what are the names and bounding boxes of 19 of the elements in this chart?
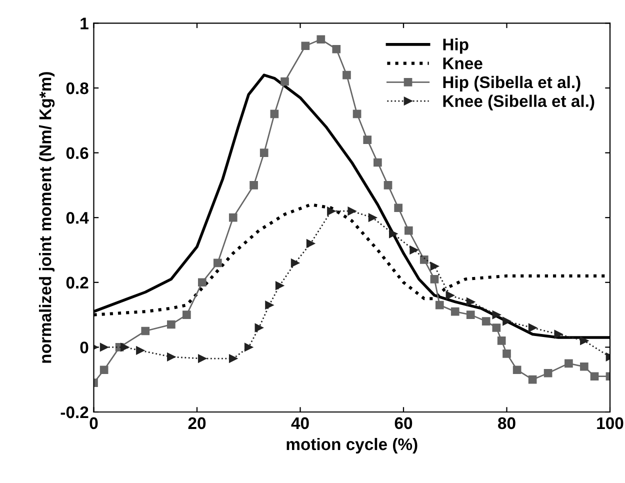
y-axis-title: normalized joint moment (Nm/ Kg*m) — [39, 72, 55, 363]
y-tick-label: 0.4 — [66, 212, 89, 224]
x-axis-title: motion cycle (%) — [286, 438, 418, 454]
legend-label: Knee (Sibella et al.) — [443, 94, 594, 110]
legend-label: Knee — [443, 58, 482, 70]
legend-label: Hip (Sibella et al.) — [443, 76, 580, 92]
y-tick-label: 0.8 — [66, 82, 88, 94]
x-tick-label: 0 — [90, 417, 98, 430]
y-tick-label: 0.6 — [66, 147, 88, 159]
x-tick-label: 40 — [291, 417, 309, 430]
x-tick-label: 100 — [597, 417, 624, 430]
x-tick-label: 80 — [498, 417, 516, 430]
y-tick-label: 0 — [80, 342, 88, 354]
x-tick-label: 20 — [188, 417, 206, 430]
y-tick-label: 0.2 — [66, 276, 88, 289]
y-tick-label: 1 — [80, 18, 88, 30]
x-tick-label: 60 — [394, 417, 412, 430]
legend-label: Hip — [443, 38, 468, 54]
y-tick-label: -0.2 — [60, 406, 88, 418]
